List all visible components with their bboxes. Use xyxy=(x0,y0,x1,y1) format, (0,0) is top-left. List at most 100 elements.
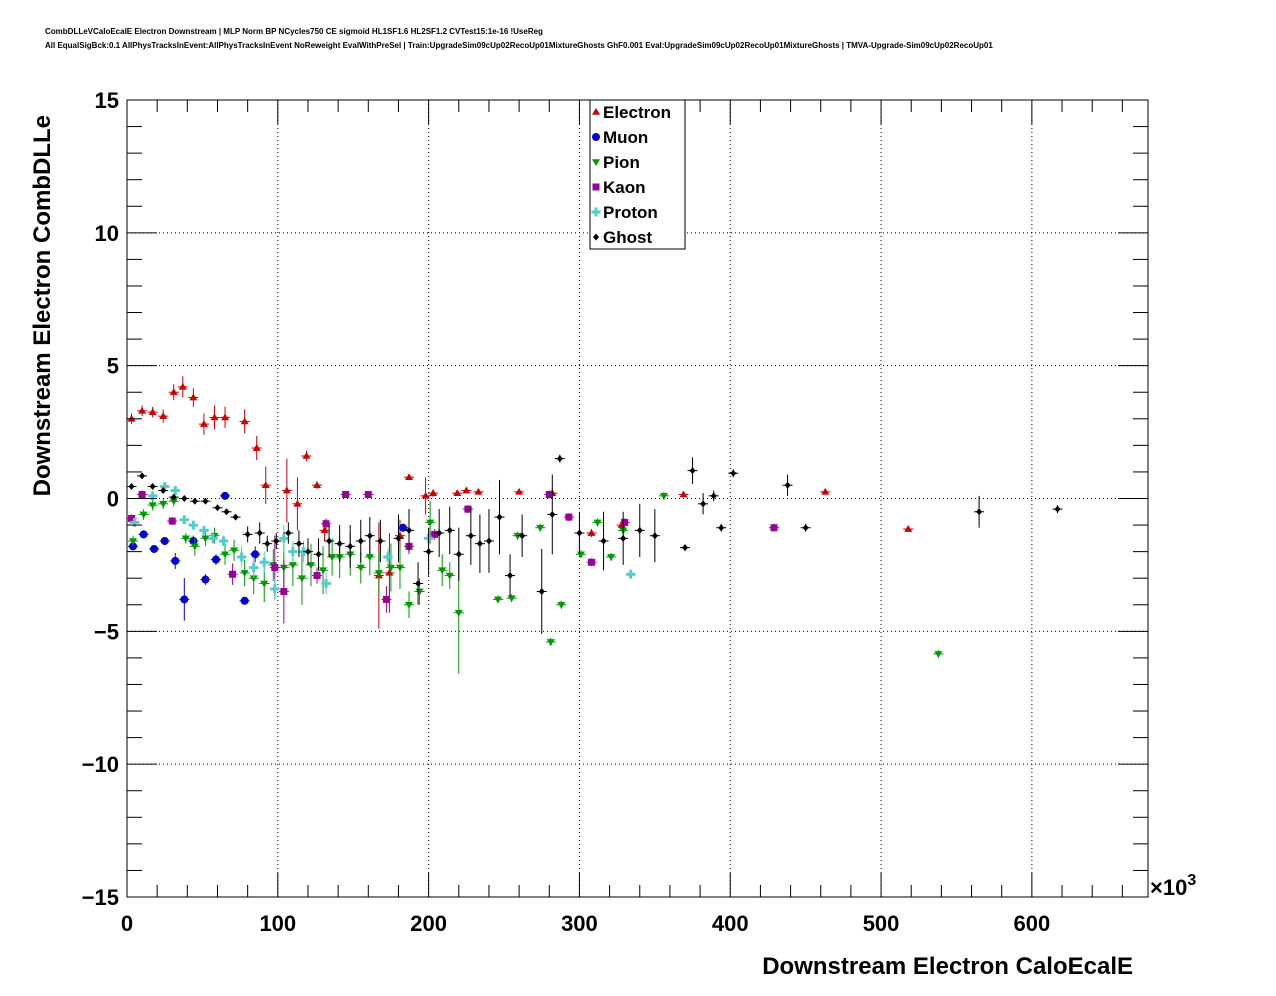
data-points xyxy=(126,376,1063,674)
data-point xyxy=(421,491,430,499)
x-tick-label: 400 xyxy=(712,911,749,936)
data-point xyxy=(904,525,913,532)
data-point xyxy=(313,481,322,489)
data-point xyxy=(129,538,138,546)
data-point xyxy=(507,572,514,580)
data-point xyxy=(221,491,230,500)
data-point xyxy=(462,486,471,494)
data-point xyxy=(415,588,424,596)
data-point xyxy=(519,532,526,540)
data-point xyxy=(191,497,198,505)
data-point xyxy=(326,537,333,545)
data-point xyxy=(549,510,556,518)
data-point xyxy=(587,529,596,536)
data-point xyxy=(169,498,178,506)
data-point xyxy=(454,609,463,617)
data-point xyxy=(496,513,503,521)
data-point xyxy=(336,540,343,548)
data-point xyxy=(130,517,140,527)
data-point xyxy=(210,413,219,421)
y-tick-label: −5 xyxy=(94,619,119,644)
data-point xyxy=(171,556,180,565)
data-point xyxy=(546,639,555,646)
data-point xyxy=(264,540,271,548)
data-point xyxy=(150,544,159,553)
legend: Electron Muon Pion Kaon Proton Ghost xyxy=(589,99,686,250)
data-point xyxy=(576,551,585,559)
data-point xyxy=(689,467,696,475)
data-point xyxy=(436,529,443,537)
data-point xyxy=(273,537,280,545)
legend-label-pion: Pion xyxy=(603,153,640,172)
data-point xyxy=(288,562,297,569)
data-point xyxy=(179,515,189,525)
data-point xyxy=(398,523,407,532)
data-point xyxy=(249,563,259,573)
data-point xyxy=(1054,505,1061,513)
data-point xyxy=(149,483,156,491)
data-point xyxy=(718,524,725,532)
data-point xyxy=(279,533,289,543)
data-point xyxy=(679,490,688,498)
y-tick-label: −15 xyxy=(82,885,119,910)
data-point xyxy=(160,537,169,546)
data-point xyxy=(240,417,249,425)
data-point xyxy=(260,580,269,588)
data-point xyxy=(181,495,188,502)
data-point xyxy=(710,492,717,500)
data-point xyxy=(395,564,404,572)
data-point xyxy=(148,408,157,415)
data-point xyxy=(425,548,432,556)
data-point xyxy=(405,601,414,609)
data-point xyxy=(189,393,198,401)
legend-label-muon: Muon xyxy=(603,128,648,147)
legend-label-kaon: Kaon xyxy=(603,178,646,197)
x-tick-label: 0 xyxy=(121,911,133,936)
data-point xyxy=(221,413,230,421)
data-point xyxy=(170,486,180,496)
data-point xyxy=(513,532,522,540)
data-point xyxy=(365,554,374,561)
data-point xyxy=(240,596,249,605)
data-point xyxy=(328,554,337,561)
x-tick-label: 600 xyxy=(1014,911,1051,936)
data-point xyxy=(347,542,354,550)
data-point xyxy=(485,537,492,545)
data-point xyxy=(188,520,198,530)
data-point xyxy=(784,481,791,489)
data-point xyxy=(636,526,643,534)
data-point xyxy=(545,491,553,499)
data-point xyxy=(313,572,321,580)
data-point xyxy=(588,558,596,566)
data-point xyxy=(515,487,524,495)
legend-marker-proton xyxy=(591,207,601,217)
data-point xyxy=(237,552,247,562)
data-point xyxy=(244,530,251,538)
data-point xyxy=(178,382,187,390)
y-tick-label: −10 xyxy=(82,752,119,777)
x-tick-labels: 0 100 200 300 400 500 600 xyxy=(121,911,1050,936)
data-point xyxy=(821,487,830,495)
data-point xyxy=(214,504,221,512)
data-point xyxy=(202,497,209,505)
grid-lines xyxy=(127,100,1148,897)
x-tick-label: 200 xyxy=(410,911,447,936)
data-point xyxy=(356,564,365,572)
data-point xyxy=(138,491,146,499)
y-tick-label: 5 xyxy=(107,354,119,379)
data-point xyxy=(282,486,291,494)
data-point xyxy=(199,420,208,427)
data-point xyxy=(306,562,315,569)
data-point xyxy=(139,472,146,480)
data-point xyxy=(127,414,136,422)
data-point xyxy=(201,575,210,584)
data-point xyxy=(159,412,168,419)
data-point xyxy=(557,601,566,609)
data-point xyxy=(383,552,393,562)
x-axis-label: Downstream Electron CaloEcalE xyxy=(762,953,1133,980)
data-point xyxy=(682,544,689,552)
data-point xyxy=(366,532,373,540)
data-point xyxy=(181,535,190,543)
data-point xyxy=(319,567,328,575)
